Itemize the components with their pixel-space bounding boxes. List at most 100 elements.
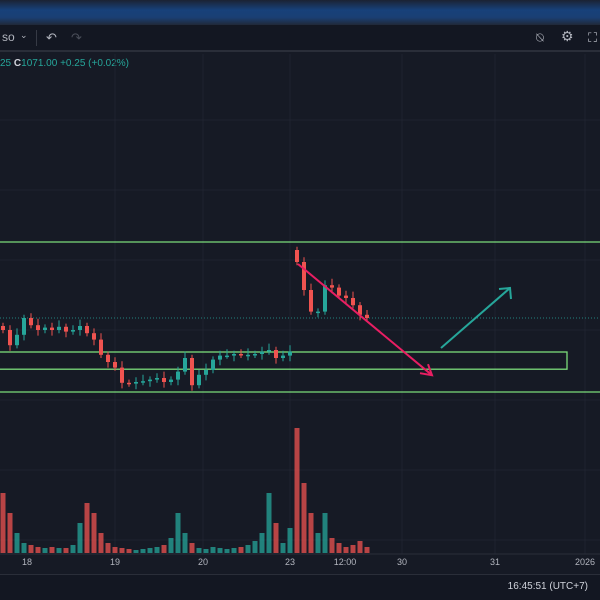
candle-body <box>183 358 187 372</box>
volume-bar <box>154 547 160 553</box>
volume-bar <box>224 549 230 553</box>
time-axis-label: 31 <box>489 557 501 567</box>
fullscreen-icon[interactable]: ⛶ <box>588 30 598 45</box>
volume-bar <box>147 548 153 553</box>
volume-bar <box>315 533 321 553</box>
candle-body <box>309 290 313 312</box>
volume-bar <box>238 547 244 553</box>
down-arrow <box>297 263 433 376</box>
candle-body <box>50 327 54 330</box>
candle-body <box>330 285 334 288</box>
volume-bar <box>133 550 139 553</box>
volume-bar <box>140 549 146 553</box>
candle-body <box>253 354 257 356</box>
time-axis-label: 23 <box>284 557 296 567</box>
clock: 16:45:51 (UTC+7) <box>507 581 588 592</box>
candle-body <box>106 354 110 362</box>
legend-change: +0.25 (+0.02%) <box>60 58 130 69</box>
candles <box>1 246 369 391</box>
volume-bar <box>70 545 76 553</box>
time-axis-label: 18 <box>21 557 33 567</box>
candle-body <box>134 382 138 384</box>
volume-bar <box>119 548 125 553</box>
volume-bar <box>161 545 167 553</box>
candle-body <box>281 355 285 358</box>
candle-body <box>169 379 173 382</box>
volume-bar <box>252 541 258 553</box>
volume-bar <box>217 548 223 553</box>
projection-arrows[interactable] <box>297 263 512 377</box>
volume-bar <box>7 513 13 553</box>
candle-body <box>197 374 201 386</box>
candle-body <box>92 333 96 340</box>
volume-bars <box>0 428 370 553</box>
candle-body <box>316 311 320 314</box>
volume-bar <box>42 548 48 553</box>
toolbar-divider <box>36 30 37 46</box>
candle-body <box>99 339 103 355</box>
candle-body <box>288 351 292 356</box>
candle-body <box>36 325 40 330</box>
volume-bar <box>294 428 300 553</box>
candle-body <box>295 250 299 262</box>
volume-bar <box>301 483 307 553</box>
down-arrowhead <box>419 363 434 377</box>
volume-bar <box>0 493 6 553</box>
bottom-bar: 16:45:51 (UTC+7) <box>0 574 600 600</box>
candle-body <box>337 287 341 296</box>
volume-bar <box>364 547 370 553</box>
chart-toolbar: so ⌄ ↶ ↷ ⍉ ⚙ ⛶ <box>0 25 600 52</box>
volume-bar <box>245 545 251 553</box>
volume-bar <box>357 541 363 553</box>
candle-body <box>64 326 68 332</box>
candle-body <box>15 334 19 346</box>
ohlc-legend: 25 C1071.00 +0.25 (+0.02%) <box>0 58 129 69</box>
volume-bar <box>189 543 195 553</box>
volume-bar <box>287 528 293 553</box>
symbol-selector[interactable]: so <box>2 30 15 44</box>
volume-bar <box>182 533 188 553</box>
volume-bar <box>203 549 209 553</box>
undo-icon[interactable]: ↶ <box>46 30 57 45</box>
gear-icon[interactable]: ⚙ <box>561 28 574 44</box>
candle-body <box>274 350 278 358</box>
candle-body <box>225 355 229 358</box>
alert-icon[interactable]: ⍉ <box>536 30 544 45</box>
grid <box>0 54 600 555</box>
time-axis-label: 12:00 <box>333 557 357 567</box>
chevron-down-icon[interactable]: ⌄ <box>20 30 28 40</box>
volume-bar <box>280 543 286 553</box>
volume-bar <box>336 543 342 553</box>
volume-bar <box>49 547 55 553</box>
volume-bar <box>112 547 118 553</box>
candle-body <box>120 367 124 383</box>
candle-body <box>232 354 236 356</box>
candle-body <box>162 378 166 382</box>
candle-body <box>365 314 369 318</box>
candle-body <box>22 318 26 335</box>
legend-close-value: 1071.00 <box>21 58 58 69</box>
candle-body <box>43 327 47 330</box>
redo-icon[interactable]: ↷ <box>71 30 82 45</box>
candle-body <box>29 318 33 326</box>
candle-body <box>155 378 159 380</box>
volume-bar <box>126 549 132 553</box>
candle-body <box>85 326 89 334</box>
volume-bar <box>35 547 41 553</box>
volume-bar <box>77 523 83 553</box>
volume-bar <box>322 513 328 553</box>
price-chart[interactable] <box>0 0 600 574</box>
volume-bar <box>168 538 174 553</box>
up-arrowhead <box>498 286 512 300</box>
volume-bar <box>343 547 349 553</box>
candle-body <box>267 350 271 352</box>
time-axis-label: 30 <box>396 557 408 567</box>
volume-bar <box>105 543 111 553</box>
legend-close-label: C <box>13 58 22 69</box>
volume-bar <box>210 547 216 553</box>
candle-body <box>57 326 61 330</box>
volume-bar <box>308 513 314 553</box>
candle-body <box>141 381 145 383</box>
candle-body <box>239 354 243 356</box>
volume-bar <box>329 538 335 553</box>
